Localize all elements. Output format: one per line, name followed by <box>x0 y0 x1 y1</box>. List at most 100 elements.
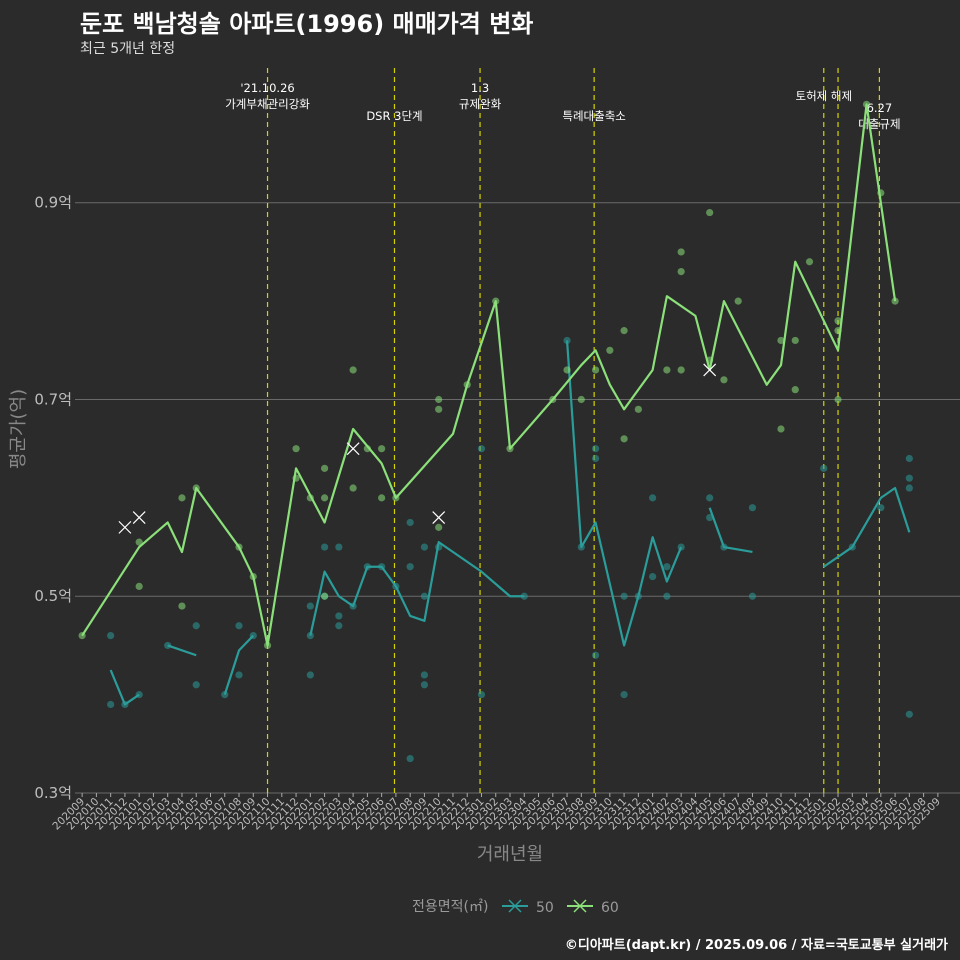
data-point <box>805 258 814 266</box>
chart-title: 둔포 백남청솔 아파트(1996) 매매가격 변화 <box>80 10 534 38</box>
data-point <box>591 445 600 453</box>
series-line <box>81 103 897 647</box>
data-point <box>891 297 899 305</box>
event-label: 6.27 <box>867 101 893 115</box>
data-point <box>820 464 828 472</box>
data-point <box>335 543 343 551</box>
data-point <box>292 445 300 453</box>
legend-title: 전용면적(㎡) <box>412 899 488 915</box>
data-point <box>720 376 728 384</box>
event-label: 규제완화 <box>459 97 502 111</box>
data-point <box>577 395 585 404</box>
data-point <box>235 622 243 630</box>
data-point <box>378 445 386 453</box>
series-line <box>109 669 140 706</box>
data-point <box>591 454 600 463</box>
data-point <box>677 366 685 374</box>
data-point <box>634 405 642 413</box>
data-point <box>349 484 357 492</box>
data-point <box>107 631 115 640</box>
cancelled-marker <box>346 442 360 456</box>
data-point <box>320 592 329 600</box>
data-point <box>877 504 885 512</box>
data-point <box>748 504 757 512</box>
data-point <box>235 671 243 679</box>
data-point <box>435 523 443 531</box>
data-point <box>748 592 757 600</box>
data-point <box>706 208 714 217</box>
event-label: 특례대출축소 <box>562 109 625 123</box>
series-line <box>708 507 753 554</box>
data-point <box>663 592 671 600</box>
data-point <box>192 622 200 630</box>
data-point <box>905 710 913 718</box>
data-point <box>777 336 785 345</box>
data-point <box>420 671 429 679</box>
data-point <box>563 366 571 374</box>
data-point <box>378 494 386 502</box>
data-point <box>905 484 913 492</box>
x-axis-title: 거래년월 <box>477 844 543 865</box>
data-point <box>620 691 628 699</box>
event-label: '21.10.26 <box>240 81 294 95</box>
data-point <box>320 543 329 551</box>
data-point <box>834 317 842 325</box>
series-line <box>309 541 525 636</box>
data-point <box>663 563 671 571</box>
series-60 <box>78 100 899 650</box>
legend: 전용면적(㎡) 50 60 <box>412 899 619 916</box>
data-point <box>606 346 614 354</box>
legend-key-marker <box>508 899 522 913</box>
data-point <box>477 445 486 453</box>
chart-subtitle: 최근 5개년 한정 <box>80 41 176 57</box>
data-point <box>591 651 600 659</box>
series-line <box>565 340 683 647</box>
series-line <box>223 634 255 695</box>
data-point <box>320 494 329 502</box>
data-point <box>520 592 528 600</box>
data-point <box>406 754 414 763</box>
data-point <box>335 612 343 620</box>
data-point <box>477 691 486 699</box>
event-label: 1.3 <box>471 81 489 95</box>
data-point <box>306 671 314 679</box>
data-point <box>834 395 842 404</box>
data-point <box>791 336 799 345</box>
data-point <box>734 297 742 305</box>
data-point <box>620 435 628 443</box>
event-label: 가계부채관리강화 <box>225 97 310 111</box>
data-point <box>406 518 414 527</box>
source-caption: ©디아파트(dapt.kr) / 2025.09.06 / 자료=국토교통부 실… <box>564 938 948 953</box>
series-line <box>167 644 197 657</box>
legend-label: 50 <box>536 900 554 916</box>
data-point <box>192 681 200 689</box>
y-tick-label: 0.5억 <box>34 587 72 605</box>
data-point <box>677 248 685 256</box>
data-point <box>221 691 229 699</box>
cancelled-marker <box>118 520 132 534</box>
data-point <box>420 681 429 689</box>
series-line <box>823 486 911 568</box>
data-point <box>135 582 143 591</box>
legend-label: 60 <box>601 900 619 916</box>
data-point <box>620 327 628 335</box>
data-point <box>306 602 314 610</box>
data-point <box>420 543 429 551</box>
cancelled-marker <box>703 363 717 377</box>
data-point <box>649 494 657 502</box>
data-point <box>677 267 685 276</box>
data-point <box>791 386 799 394</box>
data-point <box>349 366 357 374</box>
data-point <box>620 592 628 600</box>
data-point <box>135 538 143 546</box>
data-point <box>420 592 429 600</box>
event-label: DSR 3단계 <box>366 109 422 123</box>
data-point <box>435 395 443 404</box>
y-tick-label: 0.3억 <box>34 784 72 802</box>
data-point <box>905 474 913 482</box>
data-point <box>706 494 714 502</box>
data-point <box>178 602 186 610</box>
y-tick-label: 0.9억 <box>34 194 72 212</box>
data-point <box>649 572 657 581</box>
